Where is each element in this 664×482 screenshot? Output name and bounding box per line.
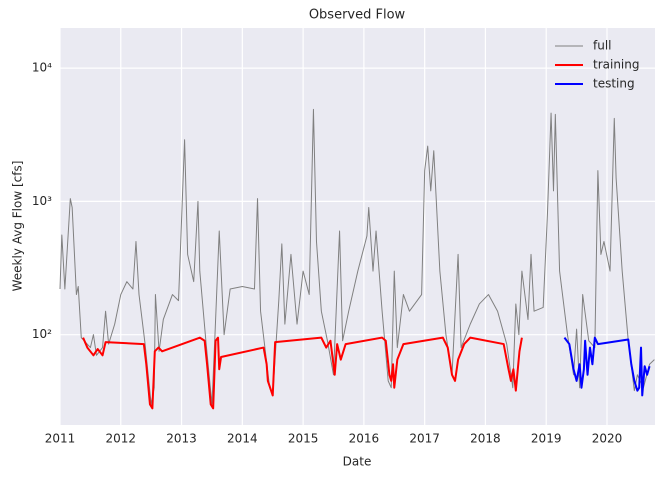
y-axis-label: Weekly Avg Flow [cfs] <box>11 161 25 292</box>
series-line <box>82 336 523 410</box>
x-tick-label: 2017 <box>409 432 440 446</box>
x-tick-label: 2012 <box>106 432 137 446</box>
legend-label: testing <box>593 77 635 91</box>
series-line <box>563 336 651 397</box>
legend-label: full <box>593 39 612 53</box>
y-tick-label: 10³ <box>32 194 52 208</box>
series-line <box>59 108 655 405</box>
legend-label: training <box>593 58 640 72</box>
y-tick-label: 10² <box>32 327 52 341</box>
x-tick-label: 2015 <box>288 432 319 446</box>
x-tick-label: 2011 <box>45 432 76 446</box>
x-tick-label: 2019 <box>531 432 562 446</box>
chart-title: Observed Flow <box>309 8 406 23</box>
x-tick-label: 2020 <box>592 432 623 446</box>
x-tick-label: 2018 <box>470 432 501 446</box>
plot-area <box>60 28 655 425</box>
x-tick-label: 2014 <box>227 432 258 446</box>
x-tick-label: 2013 <box>166 432 197 446</box>
x-tick-label: 2016 <box>349 432 380 446</box>
y-tick-label: 10⁴ <box>32 61 52 75</box>
x-axis-label: Date <box>343 455 372 469</box>
